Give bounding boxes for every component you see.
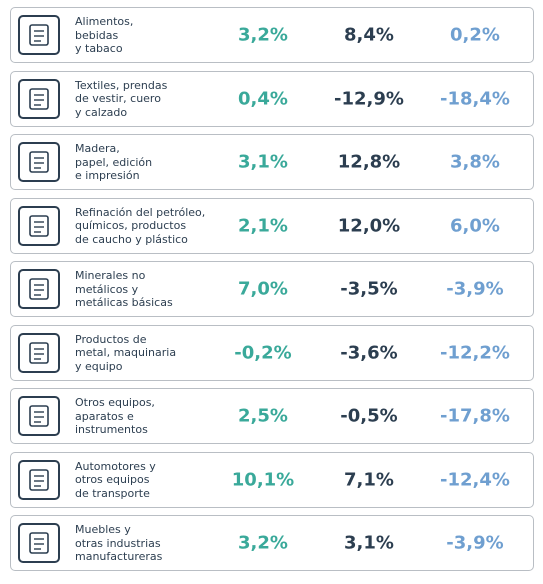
row: Textiles, prendas de vestir, cuero y cal… [10,70,534,127]
label: Refinación del petróleo, químicos, produ… [75,205,206,246]
yearly-change: -12,9% [334,88,404,109]
monthly-change: 10,1% [231,469,295,490]
cumulative-change: -3,9% [446,532,504,554]
label: Madera, papel, edición e impresión [75,141,153,182]
icon-glyph [29,278,49,300]
monthly-change: 2,1% [238,215,288,236]
monthly-change: 7,0% [238,278,288,300]
icon-glyph [29,151,49,173]
yearly-change: 7,1% [344,469,394,490]
yearly-change: -0,5% [340,405,398,427]
icon [18,15,60,55]
icon [18,269,60,309]
label: Productos de metal, maquinaria y equipo [75,332,177,373]
cumulative-change: -12,4% [440,469,510,490]
icon [18,78,60,119]
icon-glyph [29,24,49,46]
cumulative-change: 0,2% [450,24,500,46]
yearly-change: 12,0% [337,215,401,236]
row: Automotores y otros equipos de transport… [10,451,534,508]
row: Minerales no metálicos y metálicas básic… [10,261,534,317]
label: Otros equipos, aparatos e instrumentos [75,395,155,436]
monthly-change: 3,2% [238,24,288,46]
monthly-change: -0,2% [234,342,292,363]
icon [18,332,60,373]
cumulative-change: -17,8% [440,405,510,427]
icon [18,142,60,182]
icon-glyph [29,532,49,554]
row: Muebles y otras industrias manufacturera… [10,515,534,571]
icon [18,396,60,436]
label: Automotores y otros equipos de transport… [75,459,156,500]
icon-glyph [29,214,49,237]
icon-glyph [29,87,49,110]
monthly-change: 0,4% [238,88,288,109]
label: Alimentos, bebidas y tabaco [75,14,134,55]
yearly-change: -3,5% [340,278,398,300]
row: Otros equipos, aparatos e instrumentos 2,… [10,388,534,444]
label: Textiles, prendas de vestir, cuero y cal… [75,78,168,119]
label: Muebles y otras industrias manufacturera… [75,522,163,563]
icon [18,205,60,246]
cumulative-change: 3,8% [450,151,500,173]
monthly-change: 3,2% [238,532,288,554]
monthly-change: 3,1% [238,151,288,173]
yearly-change: 8,4% [344,24,394,46]
yearly-change: 3,1% [344,532,394,554]
row: Productos de metal, maquinaria y equipo -… [10,324,534,381]
icon-glyph [29,405,49,427]
icon-glyph [29,468,49,491]
cumulative-change: 6,0% [450,215,500,236]
cumulative-change: -12,2% [440,342,510,363]
cumulative-change: -3,9% [446,278,504,300]
monthly-change: 2,5% [238,405,288,427]
yearly-change: 12,8% [337,151,401,173]
cumulative-change: -18,4% [440,88,510,109]
row: Madera, papel, edición e impresión 3,1% 12… [10,134,534,190]
icon-glyph [29,341,49,364]
row: Refinación del petróleo, químicos, produ… [10,197,534,254]
icon [18,459,60,500]
label: Minerales no metálicos y metálicas básic… [75,268,173,309]
yearly-change: -3,6% [340,342,398,363]
row: Alimentos, bebidas y tabaco 3,2% 8,4% 0,2% [10,7,534,63]
icon [18,523,60,563]
